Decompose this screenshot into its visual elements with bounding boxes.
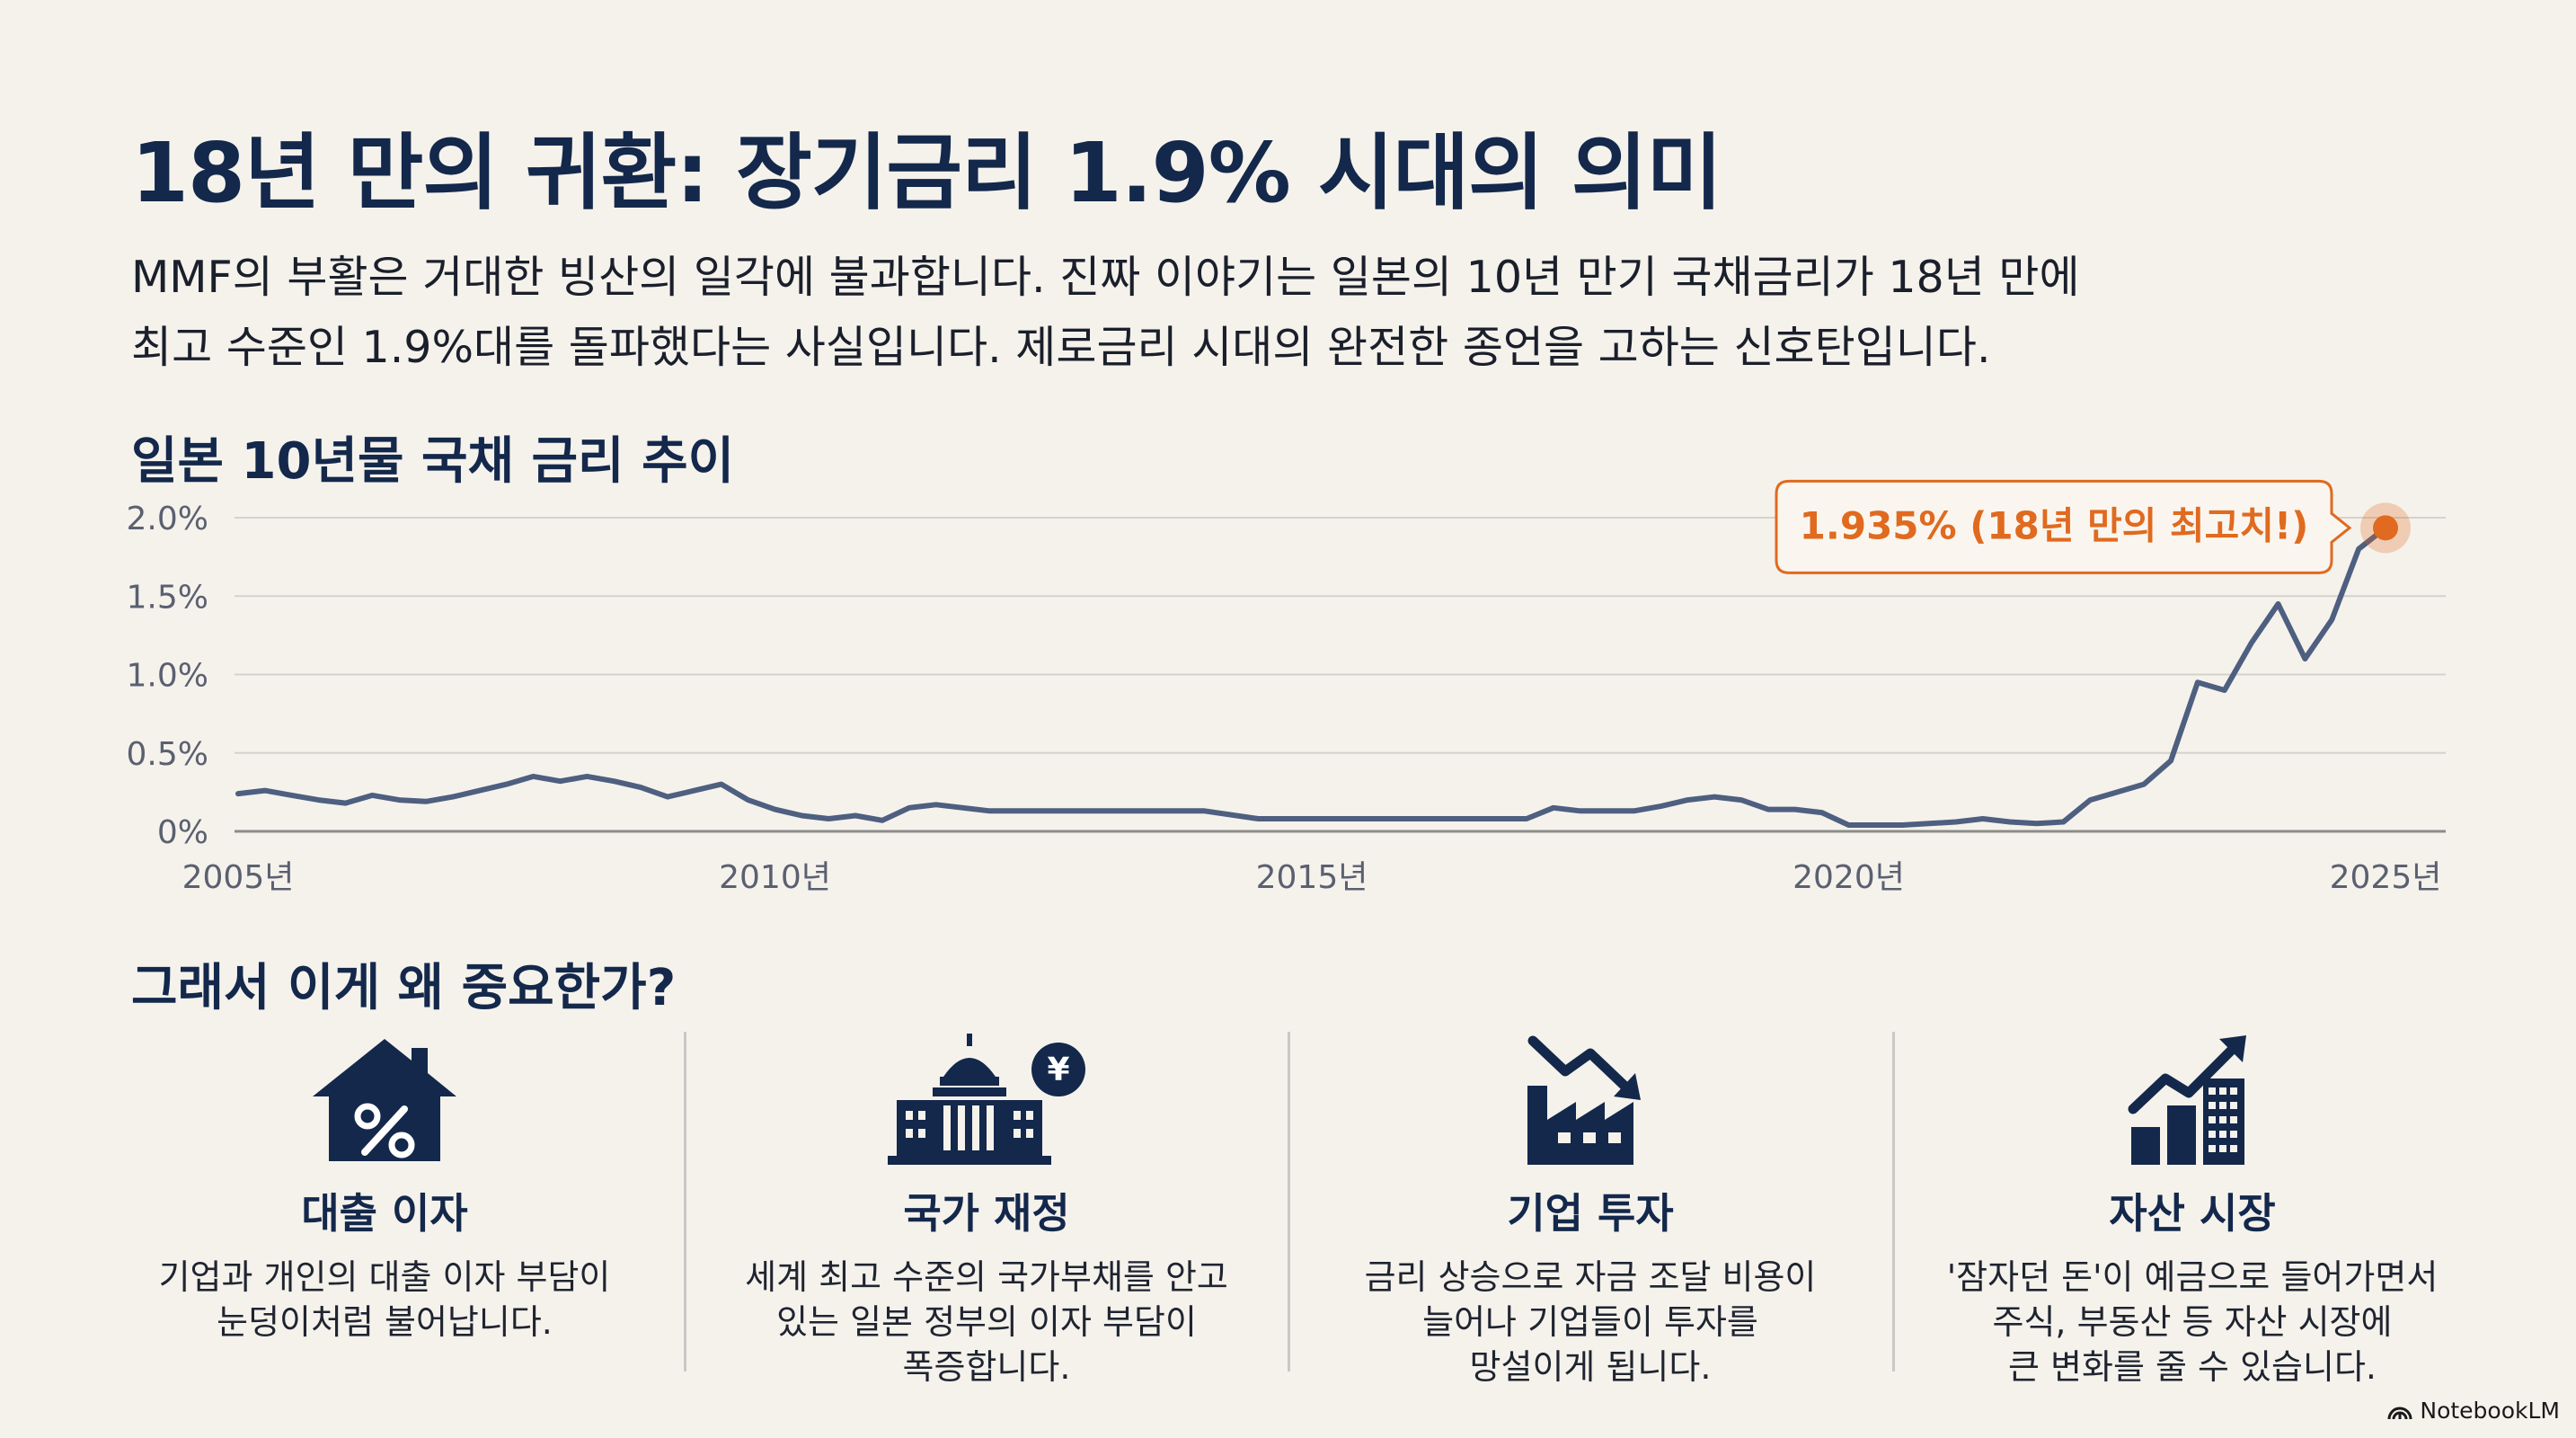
- card-title: 대출 이자: [301, 1189, 468, 1238]
- peak-point: [2373, 515, 2398, 541]
- card-title: 기업 투자: [1507, 1189, 1674, 1238]
- y-tick-label: 2.0%: [127, 501, 208, 537]
- column-divider: [1288, 1032, 1290, 1371]
- svg-text:¥: ¥: [1047, 1052, 1069, 1088]
- section-title: 그래서 이게 왜 중요한가?: [131, 959, 677, 1017]
- column-divider: [1892, 1032, 1895, 1371]
- house-percent-icon: [313, 1039, 456, 1161]
- column-divider: [684, 1032, 686, 1371]
- card-title: 자산 시장: [2109, 1189, 2276, 1238]
- annotation-label: 1.935% (18년 만의 최고치!): [1800, 503, 2309, 547]
- card-description: '잠자던 돈'이 예금으로 들어가면서 주식, 부동산 등 자산 시장에 큰 변…: [1946, 1257, 2439, 1387]
- factory-downtrend-icon: [1527, 1035, 1641, 1165]
- x-tick-label: 2005년: [182, 859, 295, 896]
- card-title: 국가 재정: [903, 1189, 1070, 1238]
- y-tick-label: 0%: [157, 814, 208, 851]
- lead-text: MMF의 부활은 거대한 빙산의 일각에 불과합니다. 진짜 이야기는 일본의 …: [131, 243, 2080, 383]
- x-tick-label: 2015년: [1256, 859, 1368, 896]
- card-description: 금리 상승으로 자금 조달 비용이 늘어나 기업들이 투자를 망설이게 됩니다.: [1364, 1257, 1817, 1387]
- card-description: 세계 최고 수준의 국가부채를 안고 있는 일본 정부의 이자 부담이 폭증합니…: [745, 1257, 1228, 1387]
- page-title: 18년 만의 귀환: 장기금리 1.9% 시대의 의미: [131, 125, 1722, 221]
- y-tick-label: 0.5%: [127, 736, 208, 773]
- brand-footer: NotebookLM: [2387, 1398, 2560, 1424]
- chart-title: 일본 10년물 국채 금리 추이: [131, 432, 735, 491]
- x-tick-label: 2010년: [719, 859, 831, 896]
- card-corporate-investment: 기업 투자 금리 상승으로 자금 조달 비용이 늘어나 기업들이 투자를 망설이…: [1321, 1034, 1860, 1387]
- card-national-finance: ¥ 국가 재정 세계 최고 수준의 국가부채를 안고 있는 일본 정부의 이자 …: [717, 1034, 1256, 1387]
- brand-name: NotebookLM: [2420, 1398, 2560, 1424]
- asset-growth-icon: [2128, 1035, 2246, 1165]
- x-tick-label: 2020년: [1793, 859, 1905, 896]
- lead-line-2: 최고 수준인 1.9%대를 돌파했다는 사실입니다. 제로금리 시대의 완전한 …: [131, 322, 1991, 373]
- x-tick-label: 2025년: [2330, 859, 2442, 896]
- card-asset-market: 자산 시장 '잠자던 돈'이 예금으로 들어가면서 주식, 부동산 등 자산 시…: [1923, 1034, 2462, 1387]
- annotation-callout: [1775, 479, 2352, 574]
- series-line: [235, 525, 2388, 828]
- government-building-yen-icon: ¥: [888, 1034, 1085, 1165]
- lead-line-1: MMF의 부활은 거대한 빙산의 일각에 불과합니다. 진짜 이야기는 일본의 …: [131, 252, 2080, 303]
- card-loan-interest: 대출 이자 기업과 개인의 대출 이자 부담이 눈덩이처럼 불어납니다.: [115, 1034, 654, 1375]
- card-description: 기업과 개인의 대출 이자 부담이 눈덩이처럼 불어납니다.: [158, 1257, 611, 1342]
- y-tick-label: 1.0%: [127, 658, 208, 695]
- y-tick-label: 1.5%: [127, 579, 208, 616]
- notebooklm-logo-icon: [2387, 1407, 2412, 1420]
